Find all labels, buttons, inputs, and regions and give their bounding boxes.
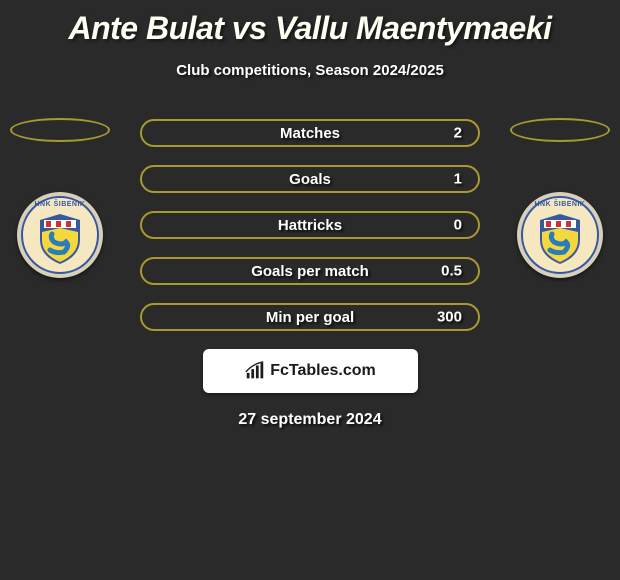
stat-value: 1 bbox=[454, 171, 462, 188]
stat-row: Matches 2 bbox=[140, 119, 480, 147]
stat-label: Hattricks bbox=[278, 217, 342, 234]
right-club-badge: HNK ŠIBENIK bbox=[517, 192, 603, 278]
chart-icon bbox=[244, 360, 266, 382]
stat-row: Hattricks 0 bbox=[140, 211, 480, 239]
right-ellipse bbox=[510, 118, 610, 142]
stat-rows: Matches 2 Goals 1 Hattricks 0 Goals per … bbox=[140, 119, 480, 331]
stat-value: 0.5 bbox=[441, 263, 462, 280]
stat-label: Min per goal bbox=[266, 309, 354, 326]
stat-row: Goals 1 bbox=[140, 165, 480, 193]
stat-row: Goals per match 0.5 bbox=[140, 257, 480, 285]
badge-ring-text: HNK ŠIBENIK bbox=[17, 201, 103, 208]
badge-ring-text: HNK ŠIBENIK bbox=[517, 201, 603, 208]
stat-row: Min per goal 300 bbox=[140, 303, 480, 331]
stat-label: Matches bbox=[280, 125, 340, 142]
right-player-column: HNK ŠIBENIK bbox=[510, 118, 610, 278]
shield-icon bbox=[36, 212, 84, 266]
stat-label: Goals per match bbox=[251, 263, 369, 280]
date-text: 27 september 2024 bbox=[0, 411, 620, 429]
page-title: Ante Bulat vs Vallu Maentymaeki bbox=[0, 10, 620, 47]
stat-label: Goals bbox=[289, 171, 331, 188]
subtitle: Club competitions, Season 2024/2025 bbox=[0, 62, 620, 79]
stat-value: 2 bbox=[454, 125, 462, 142]
footer-brand-text: FcTables.com bbox=[270, 362, 376, 380]
shield-icon bbox=[536, 212, 584, 266]
footer-brand-box: FcTables.com bbox=[203, 349, 418, 393]
left-club-badge: HNK ŠIBENIK bbox=[17, 192, 103, 278]
stat-value: 300 bbox=[437, 309, 462, 326]
left-ellipse bbox=[10, 118, 110, 142]
stat-value: 0 bbox=[454, 217, 462, 234]
left-player-column: HNK ŠIBENIK bbox=[10, 118, 110, 278]
